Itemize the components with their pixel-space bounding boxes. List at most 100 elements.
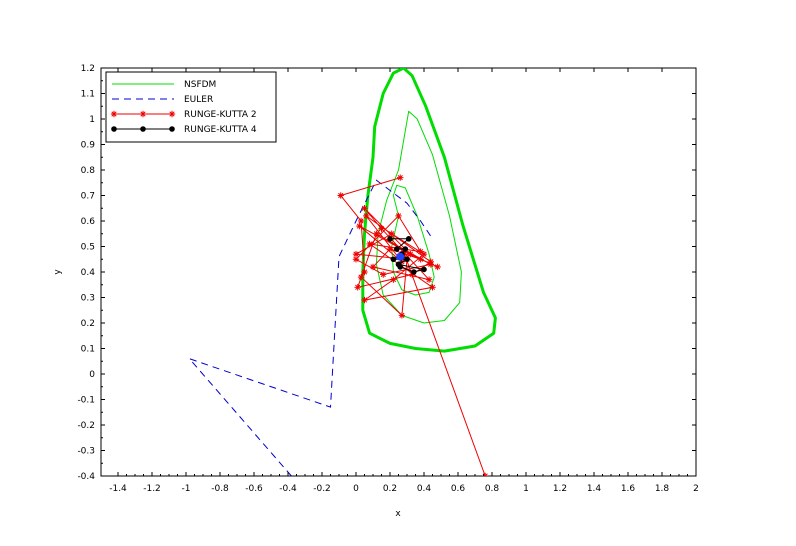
series-euler — [187, 179, 433, 476]
rk2-point — [168, 110, 176, 118]
rk2-point — [398, 312, 406, 319]
rk2-point — [386, 245, 394, 253]
rk2-point — [139, 110, 147, 118]
x-tick-label: 0 — [353, 484, 359, 494]
rk2-point — [352, 256, 360, 263]
rk2-point — [373, 230, 380, 237]
rk2-point — [110, 110, 118, 118]
rk4-point — [387, 236, 393, 242]
y-tick-label: 0 — [89, 370, 95, 380]
series-layer — [187, 68, 497, 476]
x-tick-label: 0.4 — [417, 484, 432, 494]
y-tick-label: 0.8 — [81, 166, 96, 176]
legend-marker — [140, 126, 146, 132]
legend-label: RUNGE-KUTTA 4 — [184, 125, 257, 135]
rk4-point — [404, 256, 410, 263]
legend-marker — [169, 126, 175, 132]
y-tick-label: 0.6 — [81, 217, 96, 227]
equilibrium-point — [396, 252, 405, 261]
rk2-point — [378, 225, 385, 232]
legend-item: RUNGE-KUTTA 2 — [110, 110, 257, 120]
y-tick-label: -0.3 — [77, 447, 95, 457]
rk2-point — [427, 258, 434, 265]
legend-item: EULER — [112, 95, 213, 105]
y-tick-label: -0.1 — [77, 396, 95, 406]
x-tick-label: 0.6 — [451, 484, 466, 494]
rk2-point — [337, 192, 344, 199]
y-tick-label: -0.2 — [77, 421, 95, 431]
axes-layer: -1.4 -1.2 -1 -0.8 -0.6 -0.4 -0.2 0 0.2 0.4 0.6 0.8 1… — [77, 64, 698, 494]
legend-label: NSFDM — [184, 80, 216, 90]
x-tick-label: 1.2 — [553, 484, 567, 494]
legend-item: NSFDM — [112, 80, 216, 90]
rk2-point — [397, 174, 404, 181]
rk2-point — [361, 268, 368, 276]
legend-label: EULER — [184, 95, 213, 105]
rk4-point — [402, 246, 409, 252]
legend-label: RUNGE-KUTTA 2 — [184, 110, 257, 120]
x-tick-label: -0.8 — [211, 484, 229, 494]
rk2-point — [417, 256, 424, 263]
legend-item: RUNGE-KUTTA 4 — [111, 125, 257, 135]
rk2-point — [361, 296, 368, 304]
legend-marker — [111, 126, 117, 132]
x-tick-label: 0.8 — [485, 484, 500, 494]
x-tick-label: 0.2 — [383, 484, 397, 494]
series-line — [187, 179, 433, 476]
x-tick-label: 1.8 — [655, 484, 670, 494]
x-axis-label: x — [395, 509, 401, 519]
x-tick-label: 2 — [693, 484, 699, 494]
rk2-point — [361, 205, 368, 212]
legend: NSFDM EULER RUNGE-KUTTA 2 RUNGE-KUTTA 4 — [105, 71, 277, 143]
rk2-point — [356, 222, 363, 230]
y-tick-label: -0.4 — [77, 472, 95, 482]
rk2-point — [388, 230, 395, 237]
y-tick-label: 1 — [89, 115, 95, 125]
rk2-point — [390, 276, 397, 283]
y-tick-label: 0.3 — [81, 294, 95, 304]
x-tick-label: -0.4 — [279, 484, 297, 494]
x-tick-label: -1.4 — [109, 484, 127, 494]
x-tick-label: 1 — [523, 484, 529, 494]
rk4-point — [421, 266, 427, 273]
rk4-point — [411, 269, 417, 275]
x-tick-label: -0.6 — [245, 484, 263, 494]
rk2-point — [395, 212, 402, 220]
rk2-point — [380, 271, 387, 278]
y-tick-label: 0.5 — [81, 243, 95, 253]
nsfdm-orbit — [361, 68, 497, 353]
rk2-point — [407, 250, 414, 258]
rk4-point — [390, 256, 397, 263]
rk2-point — [482, 472, 489, 476]
x-tick-label: -1.2 — [143, 484, 161, 494]
x-tick-label: 1.4 — [587, 484, 602, 494]
rk2-point — [369, 263, 377, 271]
rk2-point — [366, 240, 373, 248]
rk4-point — [397, 264, 404, 270]
rk2-point — [363, 212, 370, 220]
rk2-point — [420, 250, 428, 258]
x-tick-label: -1 — [182, 484, 191, 494]
legend-items: NSFDM EULER RUNGE-KUTTA 2 RUNGE-KUTTA 4 — [110, 80, 257, 135]
y-axis-label: y — [53, 269, 63, 275]
x-tick-label: -0.2 — [313, 484, 331, 494]
y-tick-label: 0.7 — [81, 192, 95, 202]
rk2-point — [429, 284, 436, 291]
y-tick-label: 0.9 — [81, 141, 96, 151]
y-tick-label: 0.2 — [81, 319, 95, 329]
rk2-point — [357, 217, 365, 225]
rk2-point — [417, 248, 424, 255]
rk2-point — [357, 273, 365, 281]
y-tick-label: 1.1 — [81, 90, 95, 100]
nsfdm-orbit — [375, 110, 462, 324]
y-tick-label: 0.1 — [81, 345, 95, 355]
rk2-point — [434, 263, 441, 271]
rk4-point — [394, 246, 400, 252]
y-tick-label: 1.2 — [81, 64, 95, 74]
rk4-point — [405, 236, 412, 242]
x-tick-label: 1.6 — [621, 484, 636, 494]
rk2-point — [354, 284, 361, 291]
rk2-point — [425, 276, 433, 283]
y-tick-label: 0.4 — [81, 268, 96, 278]
